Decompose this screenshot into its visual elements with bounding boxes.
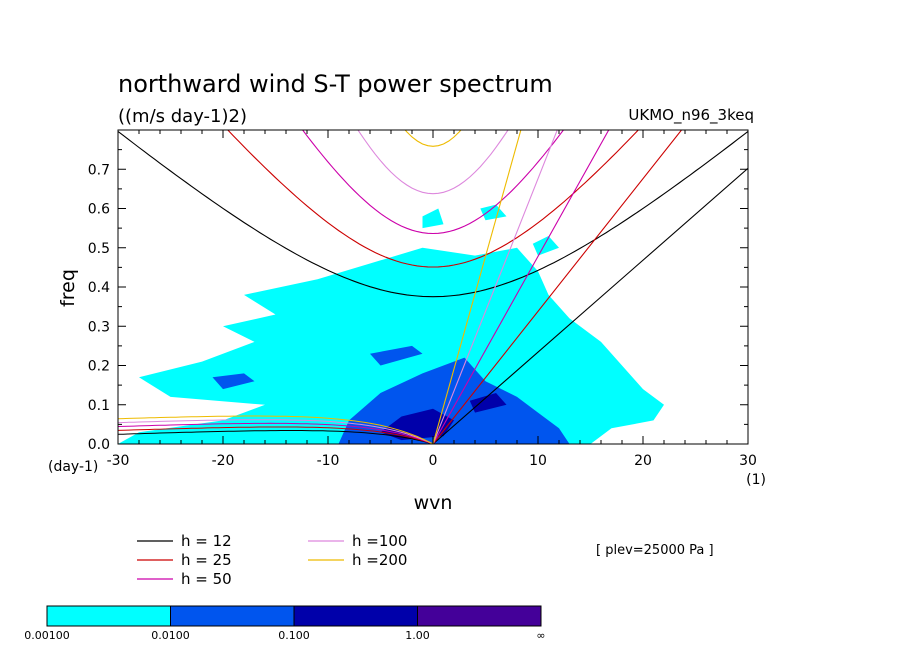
colorbar-label: 0.00100: [24, 629, 70, 642]
colorbar: 0.00100 0.0100 0.100 1.00 ∞: [24, 605, 546, 642]
x-axis-ticks: -30 -20 -10 0 10 20 30: [107, 130, 757, 469]
x-tick-label: 30: [739, 453, 757, 469]
legend-label: h =100: [352, 532, 407, 550]
kelvin-curve-h200: [432, 130, 522, 444]
rossby-curve-h100: [118, 419, 434, 444]
x-tick-label: 10: [529, 453, 547, 469]
power-region-1: [118, 247, 664, 444]
ig-curve-h100: [357, 130, 509, 195]
power-region-3: [380, 408, 454, 441]
power-region-2: [212, 373, 255, 390]
power-contours: [118, 204, 664, 444]
y-tick-label: 0.6: [88, 202, 110, 218]
rossby-curve-h200: [118, 415, 434, 444]
power-region-1: [422, 208, 444, 229]
rossby-curve-h25: [118, 426, 434, 444]
power-region-2: [370, 345, 423, 366]
y-unit-label: (day-1): [48, 459, 98, 475]
y-tick-label: 0.1: [88, 398, 110, 414]
x-axis-label: wvn: [414, 492, 453, 514]
legend-label: h = 50: [181, 570, 232, 588]
kelvin-curve-h12: [432, 167, 748, 444]
colorbar-swatch: [293, 605, 418, 627]
legend-label: h =200: [352, 551, 407, 569]
y-tick-label: 0.5: [88, 241, 110, 257]
colorbar-swatch: [170, 605, 295, 627]
x-tick-label: -30: [107, 453, 130, 469]
dataset-label: UKMO_n96_3keq: [628, 106, 754, 125]
legend-label: h = 25: [181, 551, 232, 569]
y-axis-label: freq: [57, 269, 79, 307]
colorbar-label: 1.00: [405, 629, 430, 642]
chart-subtitle: ((m/s day-1)2): [118, 106, 247, 127]
rossby-curve-h12: [118, 430, 434, 444]
kelvin-curve-h25: [432, 130, 683, 444]
ig-curve-h200: [404, 130, 462, 147]
x-tick-label: 20: [634, 453, 652, 469]
y-tick-label: 0.0: [88, 437, 110, 453]
power-region-1: [532, 236, 559, 256]
x-unit-label: (1): [746, 472, 766, 488]
colorbar-label: 0.0100: [151, 629, 190, 642]
colorbar-label: ∞: [536, 629, 545, 642]
x-tick-label: 0: [429, 453, 438, 469]
kelvin-curve-h100: [432, 130, 558, 444]
chart-title: northward wind S-T power spectrum: [118, 70, 553, 98]
colorbar-swatch: [46, 605, 171, 627]
colorbar-swatch: [417, 605, 542, 627]
x-tick-label: -10: [317, 453, 340, 469]
power-region-1: [480, 204, 507, 221]
ig-curve-h50: [301, 130, 565, 235]
y-tick-label: 0.4: [88, 280, 110, 296]
colorbar-label: 0.100: [278, 629, 310, 642]
power-region-3: [469, 393, 507, 413]
kelvin-curve-h50: [432, 130, 610, 444]
y-tick-label: 0.2: [88, 359, 110, 375]
rossby-curve-h50: [118, 422, 434, 444]
y-axis-ticks: 0.0 0.1 0.2 0.3 0.4 0.5 0.6 0.7: [88, 149, 748, 453]
legend-label: h = 12: [181, 532, 232, 550]
y-tick-label: 0.3: [88, 319, 110, 335]
x-tick-label: -20: [212, 453, 235, 469]
ig-curve-h12: [118, 130, 748, 298]
dispersion-curves: [118, 130, 748, 444]
ig-curve-h25: [227, 130, 640, 268]
y-tick-label: 0.7: [88, 162, 110, 178]
level-note: [ plev=25000 Pa ]: [596, 543, 714, 558]
